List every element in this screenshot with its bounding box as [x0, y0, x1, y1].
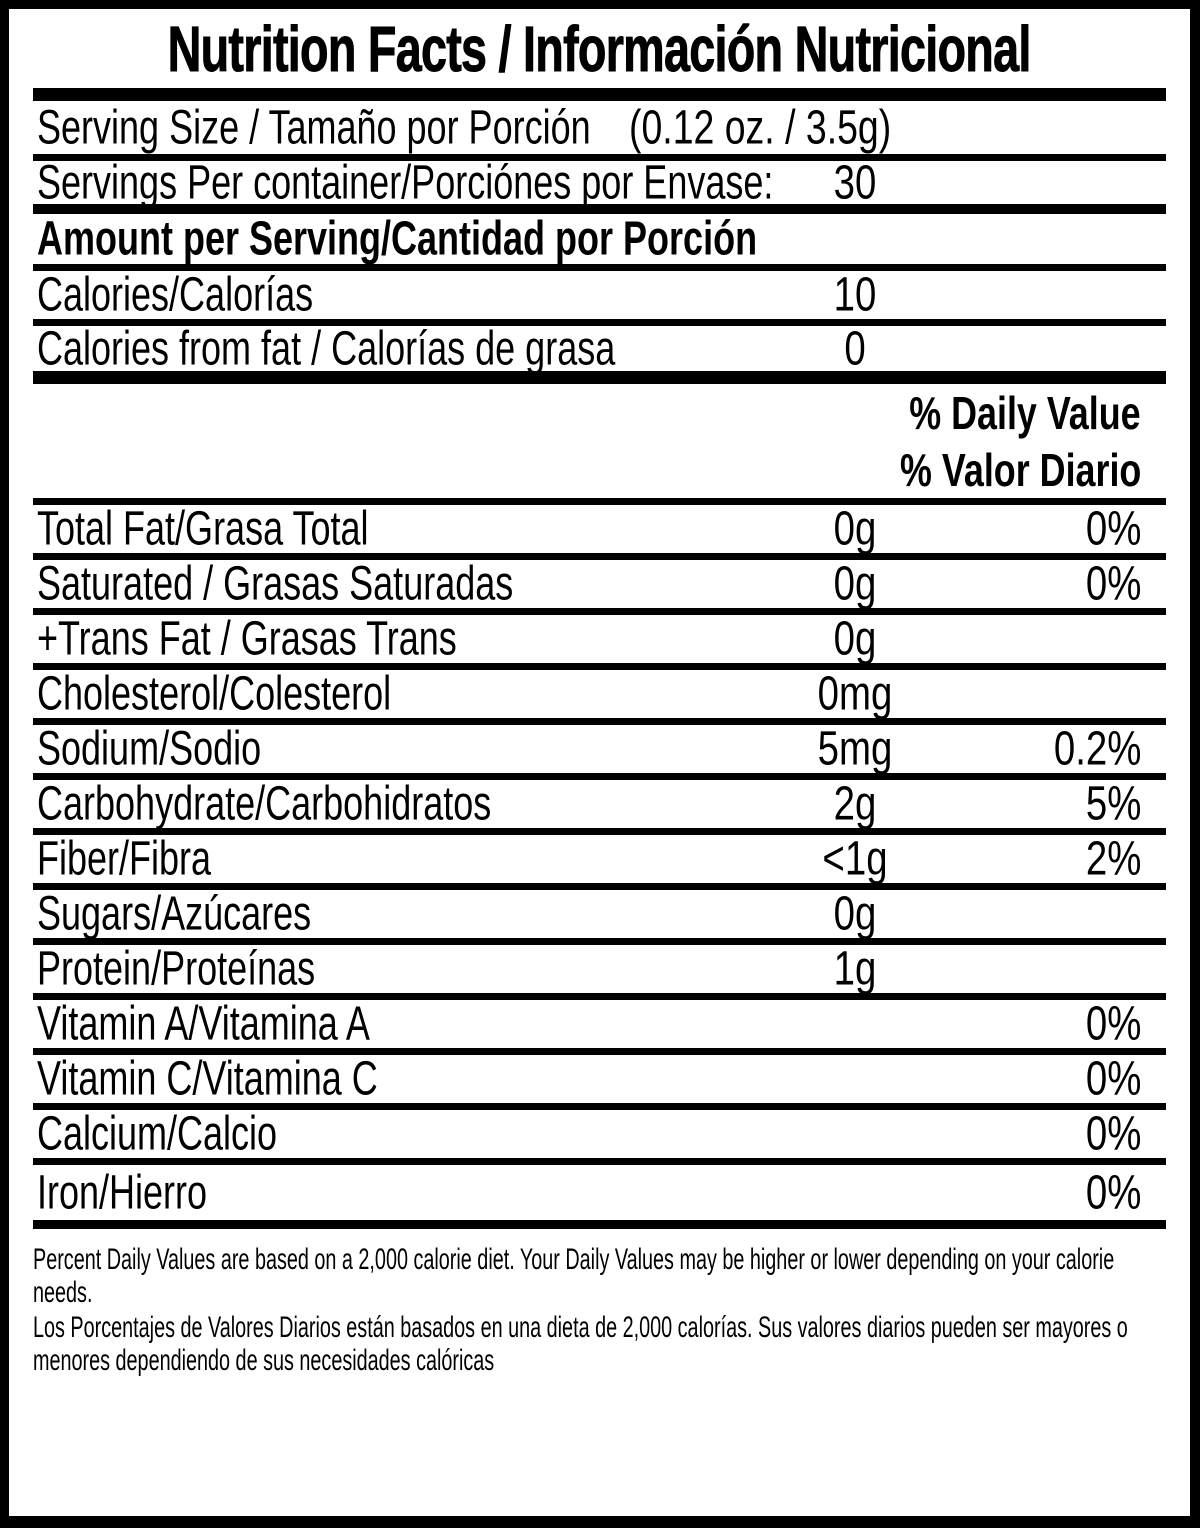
nutrient-amount: 5mg — [817, 722, 893, 776]
serving-size-value: (0.12 oz. / 3.5g) — [629, 101, 892, 154]
nutrient-label: Total Fat/Grasa Total — [37, 502, 369, 556]
footnote-spanish: Los Porcentajes de Valores Diarios están… — [33, 1311, 1128, 1377]
divider-thick-above-footnote — [33, 1220, 1166, 1229]
nutrient-amount: 2g — [833, 777, 877, 831]
nutrient-amount: 0g — [833, 557, 877, 611]
calories-from-fat-value: 0 — [844, 322, 866, 375]
nutrient-label: Iron/Hierro — [37, 1166, 208, 1219]
nutrient-label: Carbohydrate/Carbohidratos — [37, 777, 492, 831]
amount-per-serving-header: Amount per Serving/Cantidad por Porción — [37, 212, 758, 266]
nutrient-row: Sugars/Azúcares 0g — [33, 887, 1166, 945]
calories-row: Calories/Calorías 10 — [33, 268, 1166, 326]
nutrient-daily-value: 0% — [1085, 502, 1142, 556]
nutrient-label: Calcium/Calcio — [37, 1107, 278, 1161]
servings-per-container-value: 30 — [833, 156, 877, 209]
nutrient-daily-value: 0% — [1085, 557, 1142, 611]
nutrient-amount: <1g — [822, 832, 888, 886]
nutrient-daily-value: 0% — [1085, 997, 1142, 1051]
nutrient-amount: 0g — [833, 612, 877, 666]
nutrient-row: Carbohydrate/Carbohidratos 2g 5% — [33, 777, 1166, 835]
nutrient-daily-value: 0.2% — [1053, 722, 1141, 776]
servings-per-container-label: Servings Per container/Porciónes por Env… — [37, 156, 774, 209]
nutrient-label: Saturated / Grasas Saturadas — [37, 557, 514, 611]
nutrient-rows: Total Fat/Grasa Total 0g 0% Saturated / … — [9, 502, 1190, 1220]
nutrient-label: Sugars/Azúcares — [37, 887, 312, 941]
amount-per-serving-row: Amount per Serving/Cantidad por Porción — [33, 212, 1166, 271]
nutrient-row: Sodium/Sodio 5mg 0.2% — [33, 722, 1166, 780]
divider-thick-under-title — [33, 88, 1166, 101]
label-header: Nutrition Facts / Información Nutriciona… — [9, 9, 1190, 88]
daily-value-header-en: % Daily Value — [909, 386, 1141, 439]
nutrient-row: Total Fat/Grasa Total 0g 0% — [33, 502, 1166, 560]
nutrient-amount: 1g — [833, 942, 877, 996]
nutrient-row: Iron/Hierro 0% — [33, 1165, 1166, 1220]
daily-value-header-en-row: % Daily Value — [33, 384, 1166, 441]
nutrient-label: Sodium/Sodio — [37, 722, 262, 776]
nutrient-row: Vitamin C/Vitamina C 0% — [33, 1052, 1166, 1110]
calories-from-fat-label: Calories from fat / Calorías de grasa — [37, 322, 616, 375]
nutrient-daily-value: 2% — [1085, 832, 1142, 886]
nutrient-row: Fiber/Fibra <1g 2% — [33, 832, 1166, 890]
nutrient-daily-value: 0% — [1085, 1107, 1142, 1161]
label-title: Nutrition Facts / Información Nutriciona… — [168, 12, 1032, 85]
nutrient-label: Fiber/Fibra — [37, 832, 212, 886]
daily-value-header-es-row: % Valor Diario — [33, 441, 1166, 498]
nutrient-row: Protein/Proteínas 1g — [33, 942, 1166, 1000]
nutrient-row: +Trans Fat / Grasas Trans 0g — [33, 612, 1166, 670]
nutrient-row: Calcium/Calcio 0% — [33, 1107, 1166, 1165]
nutrient-label: Vitamin C/Vitamina C — [37, 1052, 378, 1106]
calories-label: Calories/Calorías — [37, 268, 314, 322]
nutrient-row: Saturated / Grasas Saturadas 0g 0% — [33, 557, 1166, 615]
calories-value: 10 — [833, 268, 877, 322]
nutrient-label: +Trans Fat / Grasas Trans — [37, 612, 457, 666]
serving-size-row: Serving Size / Tamaño por Porción (0.12 … — [33, 101, 1166, 161]
nutrient-daily-value: 5% — [1085, 777, 1142, 831]
nutrient-row: Cholesterol/Colesterol 0mg — [33, 667, 1166, 725]
nutrient-label: Vitamin A/Vitamina A — [37, 997, 370, 1051]
daily-value-header-es: % Valor Diario — [899, 443, 1141, 496]
nutrient-daily-value: 0% — [1085, 1052, 1142, 1106]
servings-per-container-row: Servings Per container/Porciónes por Env… — [33, 156, 1166, 214]
nutrient-amount: 0mg — [817, 667, 893, 721]
nutrient-label: Protein/Proteínas — [37, 942, 316, 996]
daily-value-header-block: % Daily Value % Valor Diario — [33, 384, 1166, 505]
nutrient-label: Cholesterol/Colesterol — [37, 667, 392, 721]
calories-from-fat-row: Calories from fat / Calorías de grasa 0 — [33, 322, 1166, 384]
nutrient-row: Vitamin A/Vitamina A 0% — [33, 997, 1166, 1055]
nutrient-amount: 0g — [833, 887, 877, 941]
nutrient-amount: 0g — [833, 502, 877, 556]
footnotes: Percent Daily Values are based on a 2,00… — [33, 1243, 1166, 1377]
serving-size-label: Serving Size / Tamaño por Porción — [37, 101, 591, 154]
footnote-english: Percent Daily Values are based on a 2,00… — [33, 1243, 1115, 1309]
nutrient-daily-value: 0% — [1085, 1166, 1142, 1219]
